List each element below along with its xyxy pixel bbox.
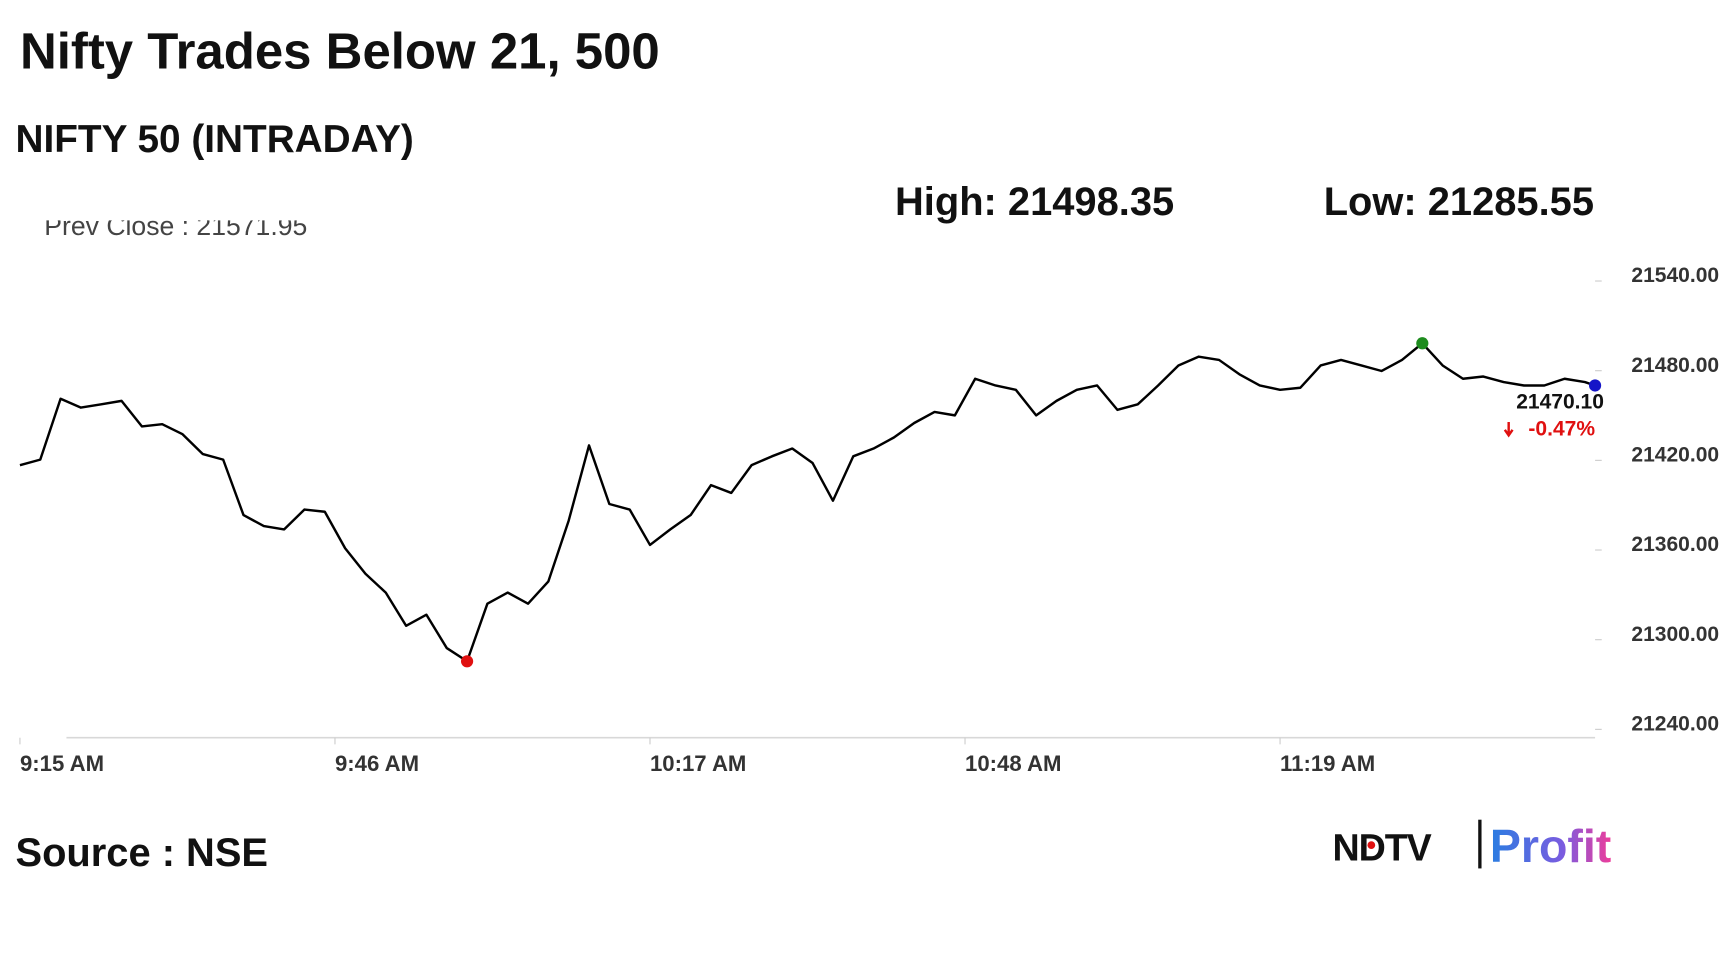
chart-subtitle: NIFTY 50 (INTRADAY) [16, 118, 414, 161]
last-marker [1588, 379, 1602, 392]
prev-close-group: Prev Close : 21571.95 [44, 211, 307, 241]
change-label: -0.47% [1528, 417, 1595, 440]
x-tick-label: 9:15 AM [20, 751, 104, 776]
y-tick-label: 21300.00 [1631, 623, 1719, 646]
last-value-label: 21470.10 [1516, 391, 1604, 414]
chart-title: Nifty Trades Below 21, 500 [20, 23, 660, 80]
y-tick-label: 21360.00 [1631, 533, 1719, 556]
x-tick-label: 9:46 AM [335, 751, 419, 776]
y-tick-label: 21480.00 [1631, 354, 1719, 377]
high-label: High: 21498.35 [895, 180, 1174, 224]
low-marker [460, 655, 474, 668]
y-tick-label: 21540.00 [1631, 264, 1719, 287]
x-tick-label: 11:19 AM [1280, 751, 1375, 776]
change-arrow [1503, 422, 1514, 438]
low-label: Low: 21285.55 [1324, 180, 1594, 224]
y-tick-label: 21420.00 [1631, 443, 1719, 466]
y-tick-label: 21240.00 [1631, 712, 1719, 735]
high-marker [1416, 337, 1429, 350]
x-tick-label: 10:48 AM [965, 751, 1061, 776]
x-tick-label: 10:17 AM [650, 751, 746, 776]
source: Source : NSE [16, 831, 269, 875]
prev-close-label: Prev Close : 21571.95 [44, 211, 307, 241]
price-line [19, 342, 1596, 663]
logo-brand: NDTV [1333, 827, 1432, 869]
logo-product: Profit [1490, 820, 1611, 872]
logo-dot [1367, 841, 1376, 850]
